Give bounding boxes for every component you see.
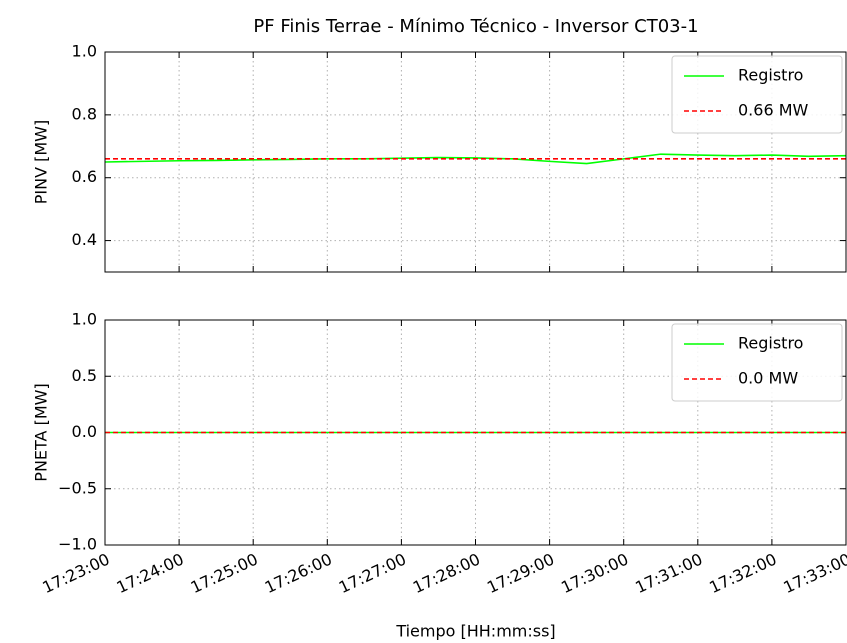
y-tick-label: 0.6 bbox=[72, 167, 97, 186]
y-tick-label: 1.0 bbox=[72, 310, 97, 329]
y-tick-label: 0.5 bbox=[72, 366, 97, 385]
x-tick-label: 17:31:00 bbox=[632, 549, 705, 597]
series-line bbox=[104, 153, 847, 165]
x-tick-label: 17:33:00 bbox=[780, 549, 847, 597]
x-tick-label: 17:29:00 bbox=[484, 549, 557, 597]
y-axis-label: PINV [MW] bbox=[32, 120, 51, 204]
y-axis-label: PNETA [MW] bbox=[32, 383, 51, 481]
x-tick-label: 17:30:00 bbox=[558, 549, 631, 597]
legend-label: Registro bbox=[738, 66, 803, 85]
x-tick-label: 17:28:00 bbox=[410, 549, 483, 597]
y-tick-label: 1.0 bbox=[72, 42, 97, 61]
x-tick-label: 17:27:00 bbox=[336, 549, 409, 597]
y-tick-label: −1.0 bbox=[58, 535, 97, 554]
x-tick-label: 17:23:00 bbox=[39, 549, 112, 597]
legend-label: Registro bbox=[738, 334, 803, 353]
y-tick-label: 0.4 bbox=[72, 230, 97, 249]
x-tick-label: 17:24:00 bbox=[114, 549, 187, 597]
y-tick-label: 0.0 bbox=[72, 422, 97, 441]
legend-label: 0.66 MW bbox=[738, 101, 809, 120]
x-tick-label: 17:32:00 bbox=[706, 549, 779, 597]
legend-label: 0.0 MW bbox=[738, 369, 798, 388]
axes-frame bbox=[104, 319, 847, 546]
y-tick-label: −0.5 bbox=[58, 478, 97, 497]
x-axis-label: Tiempo [HH:mm:ss] bbox=[395, 622, 555, 641]
axes-frame bbox=[104, 51, 847, 273]
y-tick-label: 0.8 bbox=[72, 104, 97, 123]
x-tick-label: 17:25:00 bbox=[188, 549, 261, 597]
chart-title: PF Finis Terrae - Mínimo Técnico - Inver… bbox=[253, 16, 698, 37]
x-tick-label: 17:26:00 bbox=[262, 549, 335, 597]
